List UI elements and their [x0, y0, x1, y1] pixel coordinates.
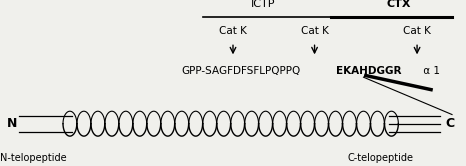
- Text: Cat K: Cat K: [403, 26, 431, 36]
- Text: Cat K: Cat K: [219, 26, 247, 36]
- Text: α 1: α 1: [420, 66, 440, 76]
- Text: ICTP: ICTP: [251, 0, 275, 9]
- Text: C: C: [445, 117, 454, 130]
- Text: GPP-SAGFDFSFLPQPPQ: GPP-SAGFDFSFLPQPPQ: [182, 66, 301, 76]
- Text: Cat K: Cat K: [301, 26, 329, 36]
- Text: N: N: [7, 117, 17, 130]
- Text: N-telopeptide: N-telopeptide: [0, 153, 67, 163]
- Text: C-telopeptide: C-telopeptide: [347, 153, 413, 163]
- Text: EKAHDGGR: EKAHDGGR: [336, 66, 401, 76]
- Text: CTX: CTX: [386, 0, 411, 9]
